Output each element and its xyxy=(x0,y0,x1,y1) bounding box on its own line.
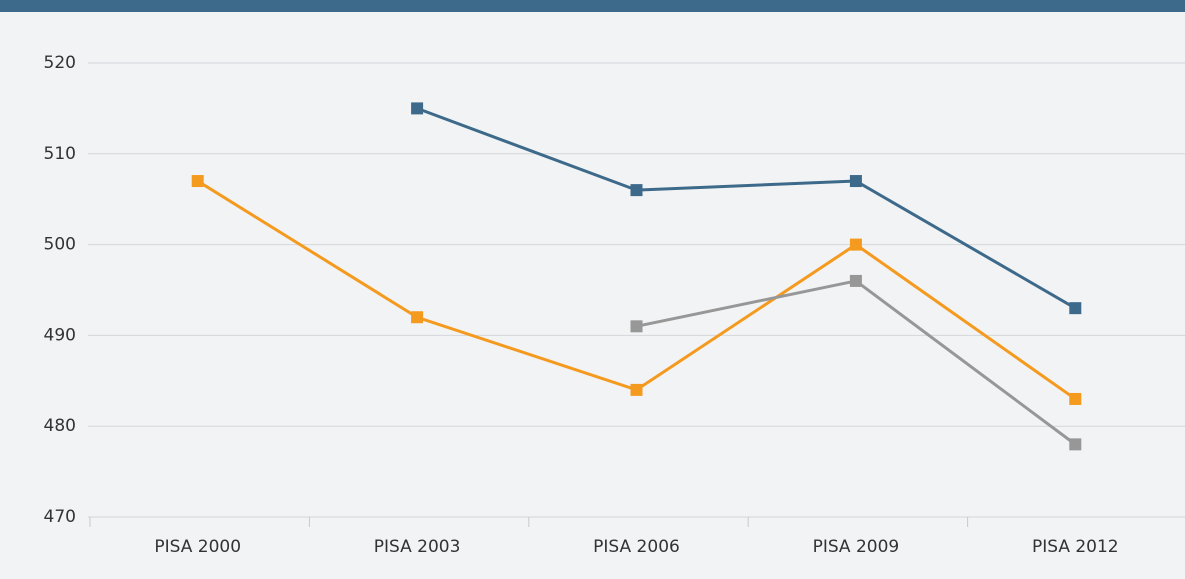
point-marker xyxy=(849,238,862,251)
point-marker xyxy=(1069,302,1082,315)
x-tick-label: PISA 2009 xyxy=(813,537,900,557)
point-marker xyxy=(411,311,424,324)
y-tick-label: 470 xyxy=(44,507,76,527)
y-tick-label: 500 xyxy=(44,235,76,255)
point-marker xyxy=(191,175,204,188)
x-tick-label: PISA 2000 xyxy=(154,537,241,557)
series-line xyxy=(416,106,1077,310)
point-marker xyxy=(630,320,643,333)
x-tick-label: PISA 2012 xyxy=(1032,537,1119,557)
point-marker xyxy=(1069,438,1082,451)
x-tick-label: PISA 2003 xyxy=(374,537,461,557)
point-marker xyxy=(630,184,643,197)
y-tick-label: 490 xyxy=(44,325,76,345)
y-tick-label: 480 xyxy=(44,416,76,436)
y-tick-label: 510 xyxy=(44,144,76,164)
point-marker xyxy=(1069,392,1082,405)
point-marker xyxy=(630,383,643,396)
header-bar xyxy=(0,0,1185,12)
point-marker xyxy=(849,274,862,287)
point-marker xyxy=(849,175,862,188)
y-tick-label: 520 xyxy=(44,53,76,73)
point-marker xyxy=(411,102,424,115)
x-tick-label: PISA 2006 xyxy=(593,537,680,557)
